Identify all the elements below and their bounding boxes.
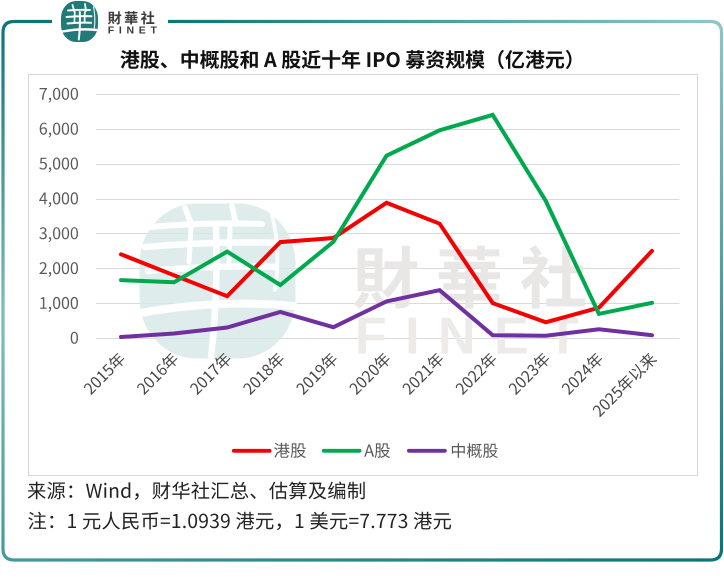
svg-text:FINET: FINET	[108, 25, 162, 37]
